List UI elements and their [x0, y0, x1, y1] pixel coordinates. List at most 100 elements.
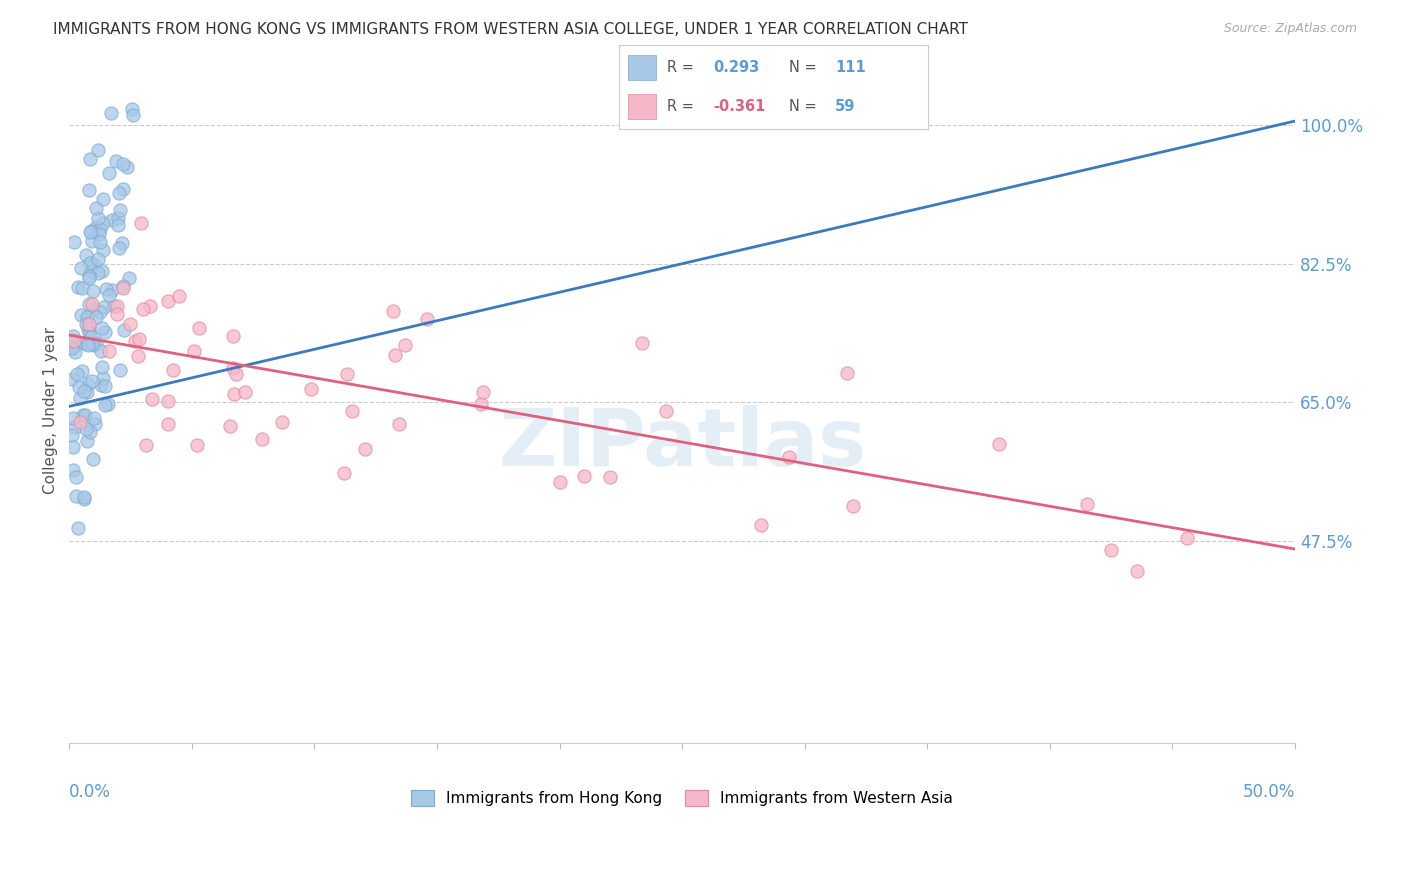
Point	[599, 469, 621, 483]
Point	[75, 247, 97, 261]
Legend: Immigrants from Hong Kong, Immigrants from Western Asia: Immigrants from Hong Kong, Immigrants fr…	[405, 784, 959, 812]
Point	[655, 404, 678, 418]
Text: 50.0%: 50.0%	[1243, 783, 1295, 801]
Text: N =: N =	[789, 99, 821, 114]
Point	[112, 157, 135, 171]
Text: -0.361: -0.361	[713, 99, 765, 114]
Point	[472, 384, 495, 399]
Point	[72, 408, 94, 422]
Point	[82, 284, 104, 298]
Point	[108, 363, 131, 377]
Point	[72, 490, 94, 504]
Point	[62, 440, 84, 454]
Point	[105, 307, 128, 321]
Point	[187, 321, 209, 335]
Point	[111, 181, 134, 195]
Point	[82, 451, 104, 466]
Point	[336, 368, 359, 382]
Point	[77, 268, 100, 283]
Point	[118, 317, 141, 331]
Point	[100, 106, 122, 120]
Point	[77, 271, 100, 285]
Point	[98, 166, 121, 180]
Point	[80, 224, 103, 238]
Point	[84, 201, 107, 215]
Point	[79, 425, 101, 439]
Point	[108, 202, 131, 217]
Point	[60, 333, 83, 347]
Point	[66, 521, 89, 535]
Point	[60, 340, 83, 354]
Point	[89, 227, 111, 241]
Point	[630, 336, 652, 351]
Text: 0.0%: 0.0%	[69, 783, 111, 801]
Point	[121, 102, 143, 116]
Point	[778, 450, 800, 464]
Point	[70, 281, 93, 295]
Point	[96, 282, 118, 296]
Text: R =: R =	[666, 99, 699, 114]
Point	[77, 377, 100, 392]
Point	[156, 294, 179, 309]
Point	[101, 284, 124, 298]
Point	[107, 218, 129, 232]
Point	[75, 317, 97, 331]
Point	[65, 470, 87, 484]
Point	[80, 234, 103, 248]
Point	[128, 332, 150, 346]
Point	[87, 143, 110, 157]
Point	[60, 372, 83, 386]
Point	[62, 410, 84, 425]
Point	[842, 499, 865, 513]
Point	[79, 256, 101, 270]
Point	[93, 300, 115, 314]
Point	[1099, 542, 1122, 557]
Point	[225, 367, 247, 381]
Point	[271, 415, 294, 429]
Point	[91, 243, 114, 257]
Point	[381, 303, 404, 318]
Point	[127, 349, 149, 363]
Point	[97, 288, 120, 302]
Point	[186, 437, 208, 451]
Point	[73, 384, 96, 399]
Point	[69, 391, 91, 405]
Point	[139, 299, 162, 313]
Point	[97, 397, 120, 411]
Point	[91, 264, 114, 278]
Point	[115, 160, 138, 174]
Point	[387, 417, 409, 431]
Point	[73, 491, 96, 506]
Point	[124, 334, 146, 349]
Point	[89, 305, 111, 319]
Point	[89, 221, 111, 235]
Point	[117, 271, 139, 285]
Point	[167, 289, 190, 303]
Point	[94, 325, 117, 339]
Point	[108, 186, 131, 200]
Point	[91, 371, 114, 385]
Text: R =: R =	[666, 60, 699, 75]
Point	[76, 310, 98, 325]
Point	[221, 361, 243, 376]
Point	[79, 152, 101, 166]
FancyBboxPatch shape	[628, 94, 655, 120]
Point	[83, 338, 105, 352]
Point	[79, 225, 101, 239]
Point	[156, 417, 179, 432]
Point	[87, 252, 110, 266]
Text: Source: ZipAtlas.com: Source: ZipAtlas.com	[1223, 22, 1357, 36]
Point	[550, 475, 572, 489]
Point	[69, 415, 91, 429]
Point	[94, 378, 117, 392]
Point	[86, 336, 108, 351]
Point	[77, 322, 100, 336]
Point	[69, 335, 91, 350]
Point	[69, 261, 91, 276]
Point	[65, 345, 87, 359]
Point	[219, 419, 242, 434]
Text: IMMIGRANTS FROM HONG KONG VS IMMIGRANTS FROM WESTERN ASIA COLLEGE, UNDER 1 YEAR : IMMIGRANTS FROM HONG KONG VS IMMIGRANTS …	[53, 22, 969, 37]
Point	[66, 367, 89, 381]
Point	[183, 343, 205, 358]
Point	[135, 438, 157, 452]
